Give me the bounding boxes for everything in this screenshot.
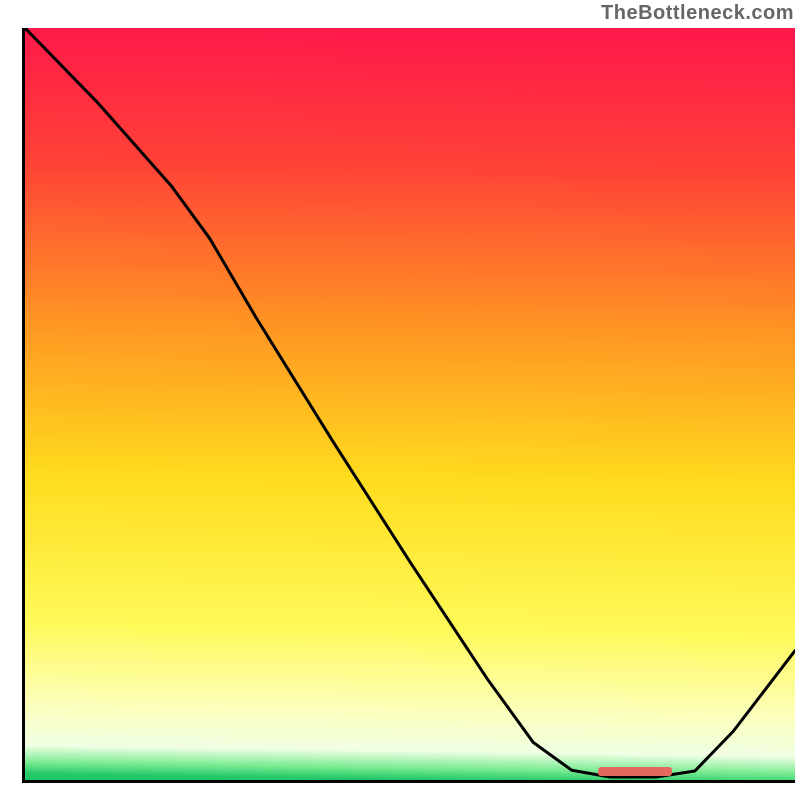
curve-path — [25, 28, 795, 777]
optimal-range-marker — [598, 767, 672, 776]
plot-area — [25, 28, 795, 780]
x-axis-line — [22, 780, 795, 783]
bottleneck-curve — [25, 28, 795, 780]
source-watermark: TheBottleneck.com — [601, 2, 794, 25]
y-axis-line — [22, 28, 25, 783]
